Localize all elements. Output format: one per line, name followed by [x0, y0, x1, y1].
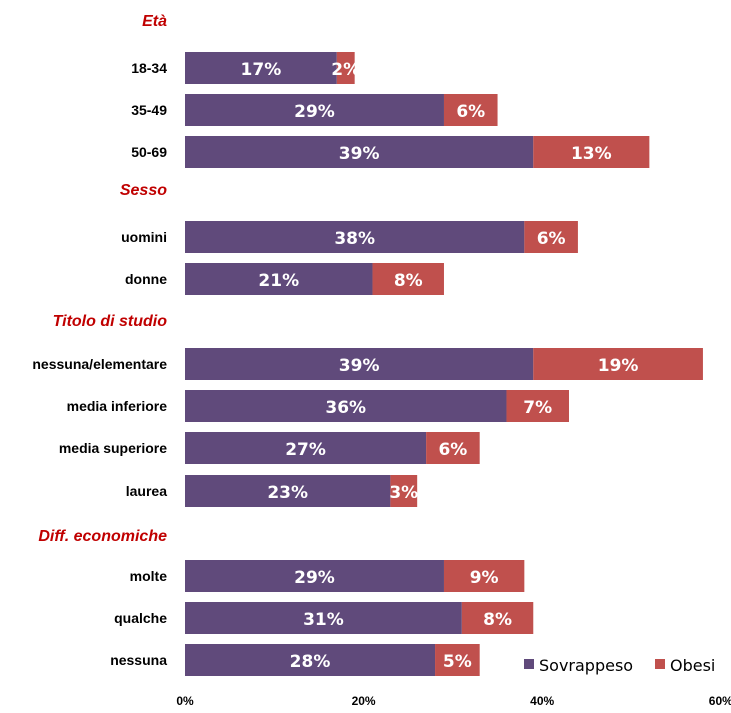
bar-donne-obesi	[372, 263, 444, 295]
bar-nessuna-elementare-sovrappeso	[185, 348, 534, 380]
bar-donne-sovrappeso	[185, 263, 373, 295]
bar-label-molte-obesi: 9%	[470, 568, 499, 588]
bar-molte-obesi	[443, 560, 525, 592]
bar-18-34-sovrappeso	[185, 52, 337, 84]
bar-uomini-sovrappeso	[185, 221, 525, 253]
legend: Sovrappeso Obesi	[524, 656, 715, 675]
legend-label-obesi: Obesi	[670, 656, 715, 675]
category-label-donne: donne	[125, 271, 167, 287]
bar-label-media-inferiore-sovrappeso: 36%	[325, 398, 366, 418]
category-label-molte: molte	[130, 568, 168, 584]
legend-swatch-sovrappeso	[524, 659, 534, 669]
bar-label-nessuna-elementare-sovrappeso: 39%	[339, 356, 380, 376]
x-tick-label-60: 60%	[709, 694, 731, 708]
bar-media-superiore-sovrappeso	[185, 432, 427, 464]
bar-35-49-sovrappeso	[185, 94, 444, 126]
bar-media-superiore-obesi	[426, 432, 480, 464]
x-tick-label-20: 20%	[352, 694, 376, 708]
bar-label-nessuna-sovrappeso: 28%	[290, 652, 331, 672]
bar-qualche-sovrappeso	[185, 602, 462, 634]
group-titles: Età Sesso Titolo di studio Diff. economiche	[38, 13, 167, 545]
x-tick-label-0: 0%	[176, 694, 194, 708]
category-label-nessuna-elementare: nessuna/elementare	[32, 356, 167, 372]
category-labels: 18-34 35-49 50-69 uomini donne nessuna/elemen…	[32, 60, 167, 668]
bar-qualche-obesi	[461, 602, 534, 634]
bar-label-donne-obesi: 8%	[394, 271, 423, 291]
group-title-diff-economiche: Diff. economiche	[38, 528, 167, 545]
bar-molte-sovrappeso	[185, 560, 444, 592]
bar-label-laurea-sovrappeso: 23%	[267, 483, 308, 503]
bar-label-uomini-obesi: 6%	[537, 229, 566, 249]
category-label-nessuna: nessuna	[110, 652, 167, 668]
category-label-media-inferiore: media inferiore	[67, 398, 168, 414]
bar-value-labels: 17% 2% 29% 6% 39% 13% 38% 6% 21% 8% 39% 19% 36% 7% 27%…	[241, 60, 639, 672]
bar-label-35-49-sovrappeso: 29%	[294, 102, 335, 122]
bar-label-nessuna-elementare-obesi: 19%	[598, 356, 639, 376]
bar-label-nessuna-obesi: 5%	[443, 652, 472, 672]
bar-label-18-34-obesi: 2%	[331, 60, 360, 80]
bar-uomini-obesi	[524, 221, 578, 253]
category-label-35-49: 35-49	[131, 102, 167, 118]
bar-label-qualche-obesi: 8%	[483, 610, 512, 630]
bar-media-inferiore-sovrappeso	[185, 390, 507, 422]
bar-label-35-49-obesi: 6%	[456, 102, 485, 122]
bar-50-69-sovrappeso	[185, 136, 534, 168]
bar-35-49-obesi	[443, 94, 498, 126]
category-label-uomini: uomini	[121, 229, 167, 245]
bar-label-donne-sovrappeso: 21%	[258, 271, 299, 291]
bar-nessuna-sovrappeso	[185, 644, 436, 676]
bar-label-50-69-obesi: 13%	[571, 144, 612, 164]
bar-label-uomini-sovrappeso: 38%	[334, 229, 375, 249]
bar-label-media-superiore-sovrappeso: 27%	[285, 440, 326, 460]
bar-laurea-obesi	[390, 475, 418, 507]
group-title-sesso: Sesso	[120, 182, 167, 199]
bar-50-69-obesi	[533, 136, 650, 168]
bar-laurea-sovrappeso	[185, 475, 391, 507]
bar-label-18-34-sovrappeso: 17%	[241, 60, 282, 80]
bar-media-inferiore-obesi	[506, 390, 569, 422]
bar-label-qualche-sovrappeso: 31%	[303, 610, 344, 630]
x-axis: 0% 20% 40% 60%	[176, 694, 731, 708]
bar-label-laurea-obesi: 3%	[389, 483, 418, 503]
bar-label-50-69-sovrappeso: 39%	[339, 144, 380, 164]
legend-label-sovrappeso: Sovrappeso	[539, 656, 633, 675]
category-label-media-superiore: media superiore	[59, 440, 167, 456]
category-label-qualche: qualche	[114, 610, 167, 626]
bars	[185, 52, 703, 676]
category-label-50-69: 50-69	[131, 144, 167, 160]
group-title-titolo-di-studio: Titolo di studio	[53, 313, 168, 330]
category-label-laurea: laurea	[126, 483, 167, 499]
bar-18-34-obesi	[336, 52, 355, 84]
legend-swatch-obesi	[655, 659, 665, 669]
x-tick-label-40: 40%	[530, 694, 554, 708]
bar-label-media-superiore-obesi: 6%	[438, 440, 467, 460]
group-title-et: Età	[142, 13, 167, 30]
bar-nessuna-obesi	[435, 644, 480, 676]
bar-label-molte-sovrappeso: 29%	[294, 568, 335, 588]
category-label-18-34: 18-34	[131, 60, 167, 76]
bar-nessuna-elementare-obesi	[533, 348, 703, 380]
bar-label-media-inferiore-obesi: 7%	[523, 398, 552, 418]
